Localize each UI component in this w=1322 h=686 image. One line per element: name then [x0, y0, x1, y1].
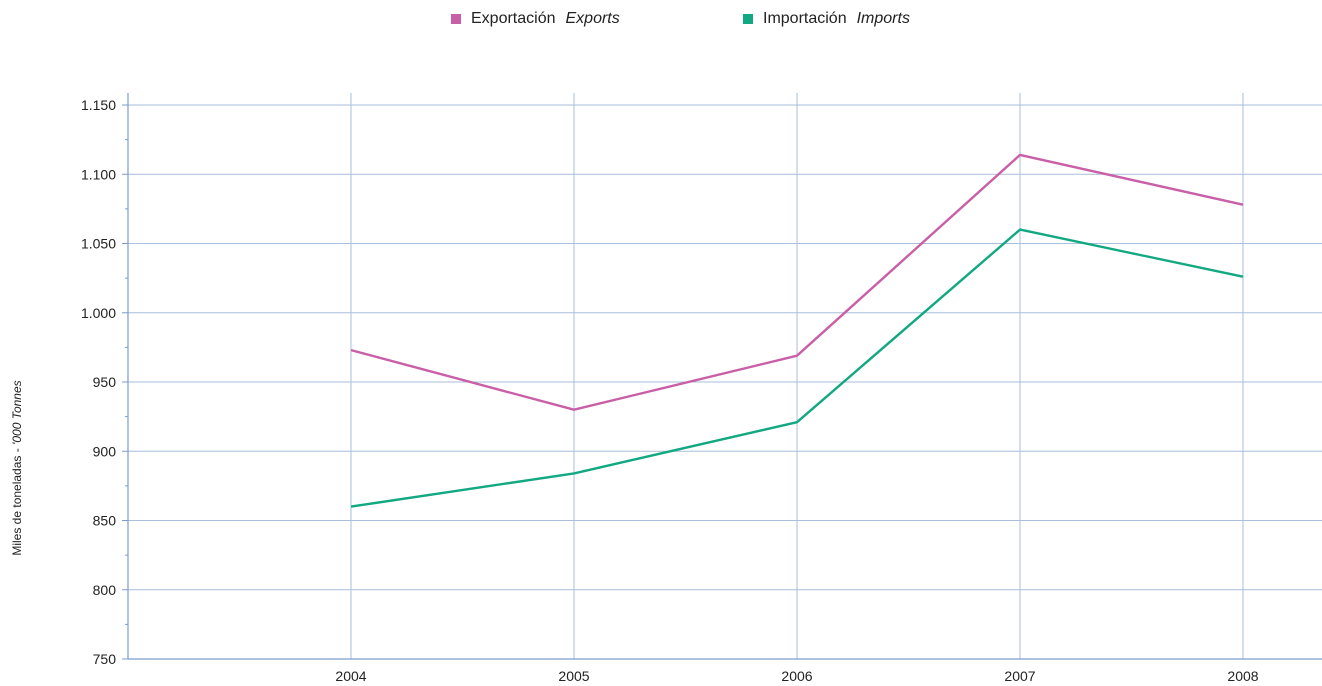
y-tick-label: 900 — [93, 443, 117, 459]
y-tick-label: 1.150 — [81, 97, 116, 113]
legend-item-imports: Importación Imports — [743, 10, 910, 28]
y-tick-label: 850 — [93, 513, 117, 529]
chart-legend: Exportación Exports Importación Imports — [0, 10, 1322, 34]
series-line-exports — [350, 153, 1244, 411]
label-layer: 750 800 850 900 950 1.000 1.050 1.100 1.150 2004 2… — [81, 97, 1259, 684]
y-tick-label: 1.050 — [81, 236, 116, 252]
x-tick-label: 2008 — [1227, 668, 1258, 684]
y-tick-label: 750 — [93, 651, 117, 667]
legend-label-imports-es: Importación — [763, 10, 847, 27]
axis-layer — [122, 93, 1322, 660]
x-tick-label: 2006 — [781, 668, 812, 684]
legend-swatch-imports — [743, 14, 753, 24]
legend-label-imports-en: Imports — [856, 10, 910, 27]
y-tick-label: 950 — [93, 374, 117, 390]
y-tick-label: 1.000 — [81, 305, 116, 321]
series-layer — [350, 153, 1244, 508]
y-tick-label: 1.100 — [81, 166, 116, 182]
series-line-imports — [350, 228, 1244, 508]
legend-label-exports-es: Exportación — [471, 10, 556, 27]
y-tick-label: 800 — [93, 582, 117, 598]
legend-item-exports: Exportación Exports — [451, 10, 620, 28]
legend-label-exports-en: Exports — [565, 10, 620, 27]
x-tick-label: 2007 — [1004, 668, 1035, 684]
grid-layer — [128, 93, 1322, 659]
legend-swatch-exports — [451, 14, 461, 24]
x-tick-label: 2005 — [558, 668, 589, 684]
x-tick-label: 2004 — [335, 668, 366, 684]
